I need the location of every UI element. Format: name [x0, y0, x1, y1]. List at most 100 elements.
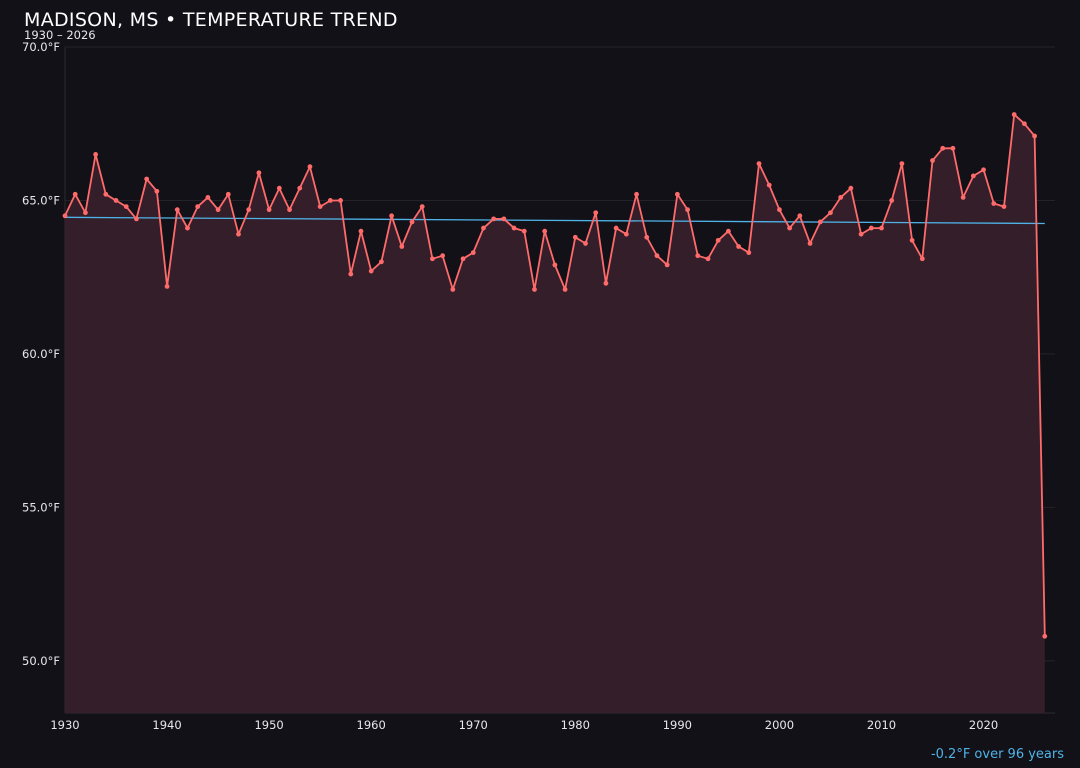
data-point	[705, 256, 711, 262]
x-tick-label: 1930	[50, 718, 79, 732]
data-point	[450, 287, 456, 292]
data-point	[623, 231, 629, 237]
data-point	[470, 250, 476, 256]
data-point	[838, 194, 844, 200]
data-point	[164, 283, 170, 289]
data-point	[930, 158, 935, 163]
y-tick-label: 55.0°F	[22, 500, 60, 514]
data-point	[940, 145, 946, 151]
data-point	[399, 244, 405, 249]
data-point	[491, 216, 497, 222]
data-point	[715, 237, 721, 243]
data-point	[1042, 633, 1048, 639]
data-point	[899, 161, 905, 167]
data-point	[195, 204, 201, 209]
data-point	[981, 167, 986, 173]
x-tick-label: 1940	[152, 718, 181, 732]
data-point	[389, 213, 394, 219]
x-tick-label: 1960	[357, 718, 386, 732]
data-point	[501, 216, 507, 222]
data-point	[368, 268, 374, 274]
data-point	[532, 287, 537, 292]
data-point	[123, 204, 129, 209]
trend-line	[64, 216, 1045, 225]
data-point	[562, 287, 568, 292]
data-point	[440, 253, 446, 259]
data-point	[848, 185, 854, 191]
data-point	[256, 170, 262, 176]
chart-title: MADISON, MS • TEMPERATURE TREND	[24, 9, 398, 31]
data-point	[777, 207, 782, 213]
data-point	[542, 228, 548, 234]
x-tick-label: 2020	[969, 718, 998, 732]
data-point	[246, 207, 252, 213]
data-point	[828, 210, 833, 216]
data-point	[1001, 204, 1007, 209]
data-point	[419, 204, 425, 209]
data-point	[746, 250, 752, 256]
data-point	[1021, 121, 1027, 127]
data-point	[83, 210, 88, 216]
data-point	[358, 228, 364, 234]
data-point	[807, 241, 813, 246]
data-point	[879, 225, 884, 231]
data-point	[511, 225, 517, 231]
data-point	[72, 191, 78, 197]
y-tick-label: 50.0°F	[22, 654, 60, 668]
data-point	[307, 164, 313, 170]
data-point	[583, 241, 588, 246]
data-point	[756, 161, 762, 167]
y-tick-label: 70.0°F	[22, 40, 60, 54]
x-tick-label: 1950	[254, 718, 283, 732]
chart-subtitle: 1930 – 2026	[24, 28, 96, 42]
data-point	[481, 225, 486, 231]
data-point	[521, 228, 527, 234]
data-point	[644, 234, 650, 240]
data-point	[991, 201, 997, 206]
x-tick-label: 1980	[561, 718, 590, 732]
data-point	[1032, 133, 1037, 139]
data-point	[613, 225, 619, 231]
y-tick-label: 60.0°F	[22, 347, 60, 361]
data-point	[409, 219, 415, 225]
data-point	[603, 280, 609, 286]
data-point	[909, 237, 915, 243]
data-point	[174, 207, 180, 213]
data-point	[144, 176, 150, 182]
data-point	[236, 231, 241, 237]
data-point	[378, 259, 384, 265]
data-point	[919, 256, 925, 262]
data-point	[950, 145, 956, 151]
y-tick-label: 65.0°F	[22, 193, 60, 207]
data-point	[674, 191, 680, 197]
data-point	[726, 228, 731, 234]
data-point	[889, 198, 895, 203]
data-point	[348, 271, 354, 277]
data-point	[868, 225, 874, 231]
area-fill	[65, 114, 1045, 713]
data-point	[593, 210, 599, 216]
data-point	[103, 191, 109, 197]
data-point	[634, 191, 639, 197]
data-point	[62, 213, 68, 219]
data-point	[552, 262, 558, 268]
data-point	[93, 152, 99, 157]
data-point	[430, 256, 435, 262]
data-point	[695, 253, 701, 259]
data-point	[113, 198, 119, 203]
x-tick-label: 1990	[663, 718, 692, 732]
data-point	[960, 194, 966, 200]
data-point	[766, 182, 772, 188]
data-point	[460, 256, 466, 262]
data-point	[134, 216, 139, 222]
data-point	[970, 173, 976, 179]
x-tick-label: 2010	[867, 718, 896, 732]
data-point	[297, 185, 303, 191]
data-point	[276, 185, 282, 191]
data-point	[858, 231, 864, 237]
trend-summary: -0.2°F over 96 years	[930, 747, 1064, 762]
data-point	[266, 207, 272, 213]
data-point	[215, 207, 221, 213]
x-tick-label: 1970	[459, 718, 488, 732]
